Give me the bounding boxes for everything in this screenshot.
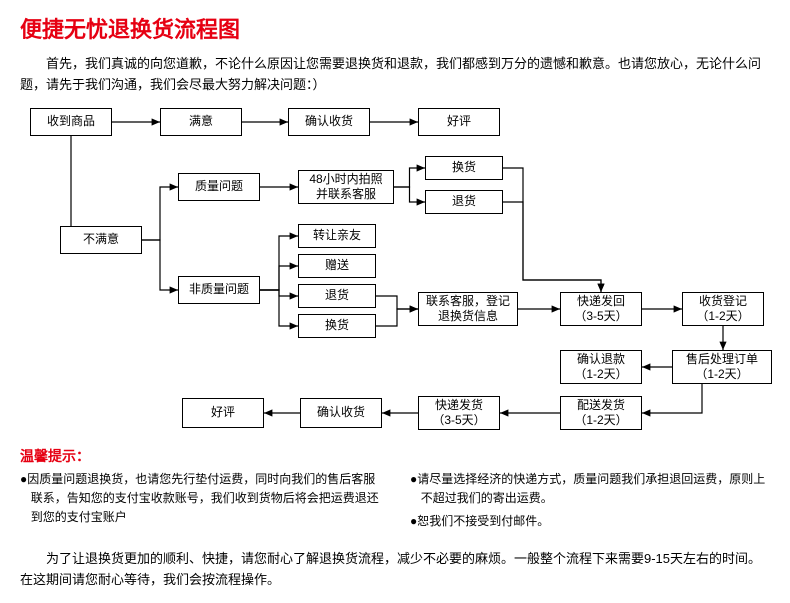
tip-item: ●因质量问题退换货，也请您先行垫付运费，同时向我们的售后客服联系，告知您的支付宝… bbox=[20, 470, 380, 528]
flow-arrows bbox=[20, 108, 780, 438]
flow-node: 退货 bbox=[425, 190, 503, 214]
tips-right: ●请尽量选择经济的快递方式，质量问题我们承担退回运费，原则上不超过我们的寄出运费… bbox=[410, 470, 770, 536]
flowchart: 收到商品满意确认收货好评不满意质量问题非质量问题48小时内拍照并联系客服换货退货… bbox=[20, 108, 780, 438]
page-title: 便捷无忧退换货流程图 bbox=[20, 12, 770, 44]
flow-node: 退货 bbox=[298, 284, 376, 308]
flow-node: 确认收货 bbox=[300, 398, 382, 428]
flow-node: 非质量问题 bbox=[178, 276, 260, 304]
tip-item: ●请尽量选择经济的快递方式，质量问题我们承担退回运费，原则上不超过我们的寄出运费… bbox=[410, 470, 770, 508]
flow-node: 质量问题 bbox=[178, 173, 260, 201]
flow-node: 配送发货（1-2天） bbox=[560, 396, 642, 430]
flow-node: 售后处理订单（1-2天） bbox=[672, 350, 772, 384]
tips-left: ●因质量问题退换货，也请您先行垫付运费，同时向我们的售后客服联系，告知您的支付宝… bbox=[20, 470, 380, 536]
footer-text: 为了让退换货更加的顺利、快捷，请您耐心了解退换货流程，减少不必要的麻烦。一般整个… bbox=[20, 549, 770, 591]
flow-node: 48小时内拍照并联系客服 bbox=[298, 170, 394, 204]
flow-node: 确认收货 bbox=[288, 108, 370, 136]
flow-node: 换货 bbox=[425, 156, 503, 180]
flow-node: 收货登记（1-2天） bbox=[682, 292, 764, 326]
flow-node: 联系客服，登记退换货信息 bbox=[418, 292, 518, 326]
flow-node: 确认退款（1-2天） bbox=[560, 350, 642, 384]
tips-section: ●因质量问题退换货，也请您先行垫付运费，同时向我们的售后客服联系，告知您的支付宝… bbox=[20, 470, 770, 536]
flow-node: 好评 bbox=[182, 398, 264, 428]
flow-node: 赠送 bbox=[298, 254, 376, 278]
flow-node: 满意 bbox=[160, 108, 242, 136]
flow-node: 快递发回（3-5天） bbox=[560, 292, 642, 326]
tips-title: 温馨提示： bbox=[20, 446, 770, 466]
tip-item: ●恕我们不接受到付邮件。 bbox=[410, 512, 770, 531]
flow-node: 好评 bbox=[418, 108, 500, 136]
intro-text: 首先，我们真诚的向您道歉，不论什么原因让您需要退换货和退款，我们都感到万分的遗憾… bbox=[20, 54, 770, 96]
flow-node: 转让亲友 bbox=[298, 224, 376, 248]
flow-node: 换货 bbox=[298, 314, 376, 338]
flow-node: 不满意 bbox=[60, 226, 142, 254]
flow-node: 快递发货（3-5天） bbox=[418, 396, 500, 430]
flow-node: 收到商品 bbox=[30, 108, 112, 136]
